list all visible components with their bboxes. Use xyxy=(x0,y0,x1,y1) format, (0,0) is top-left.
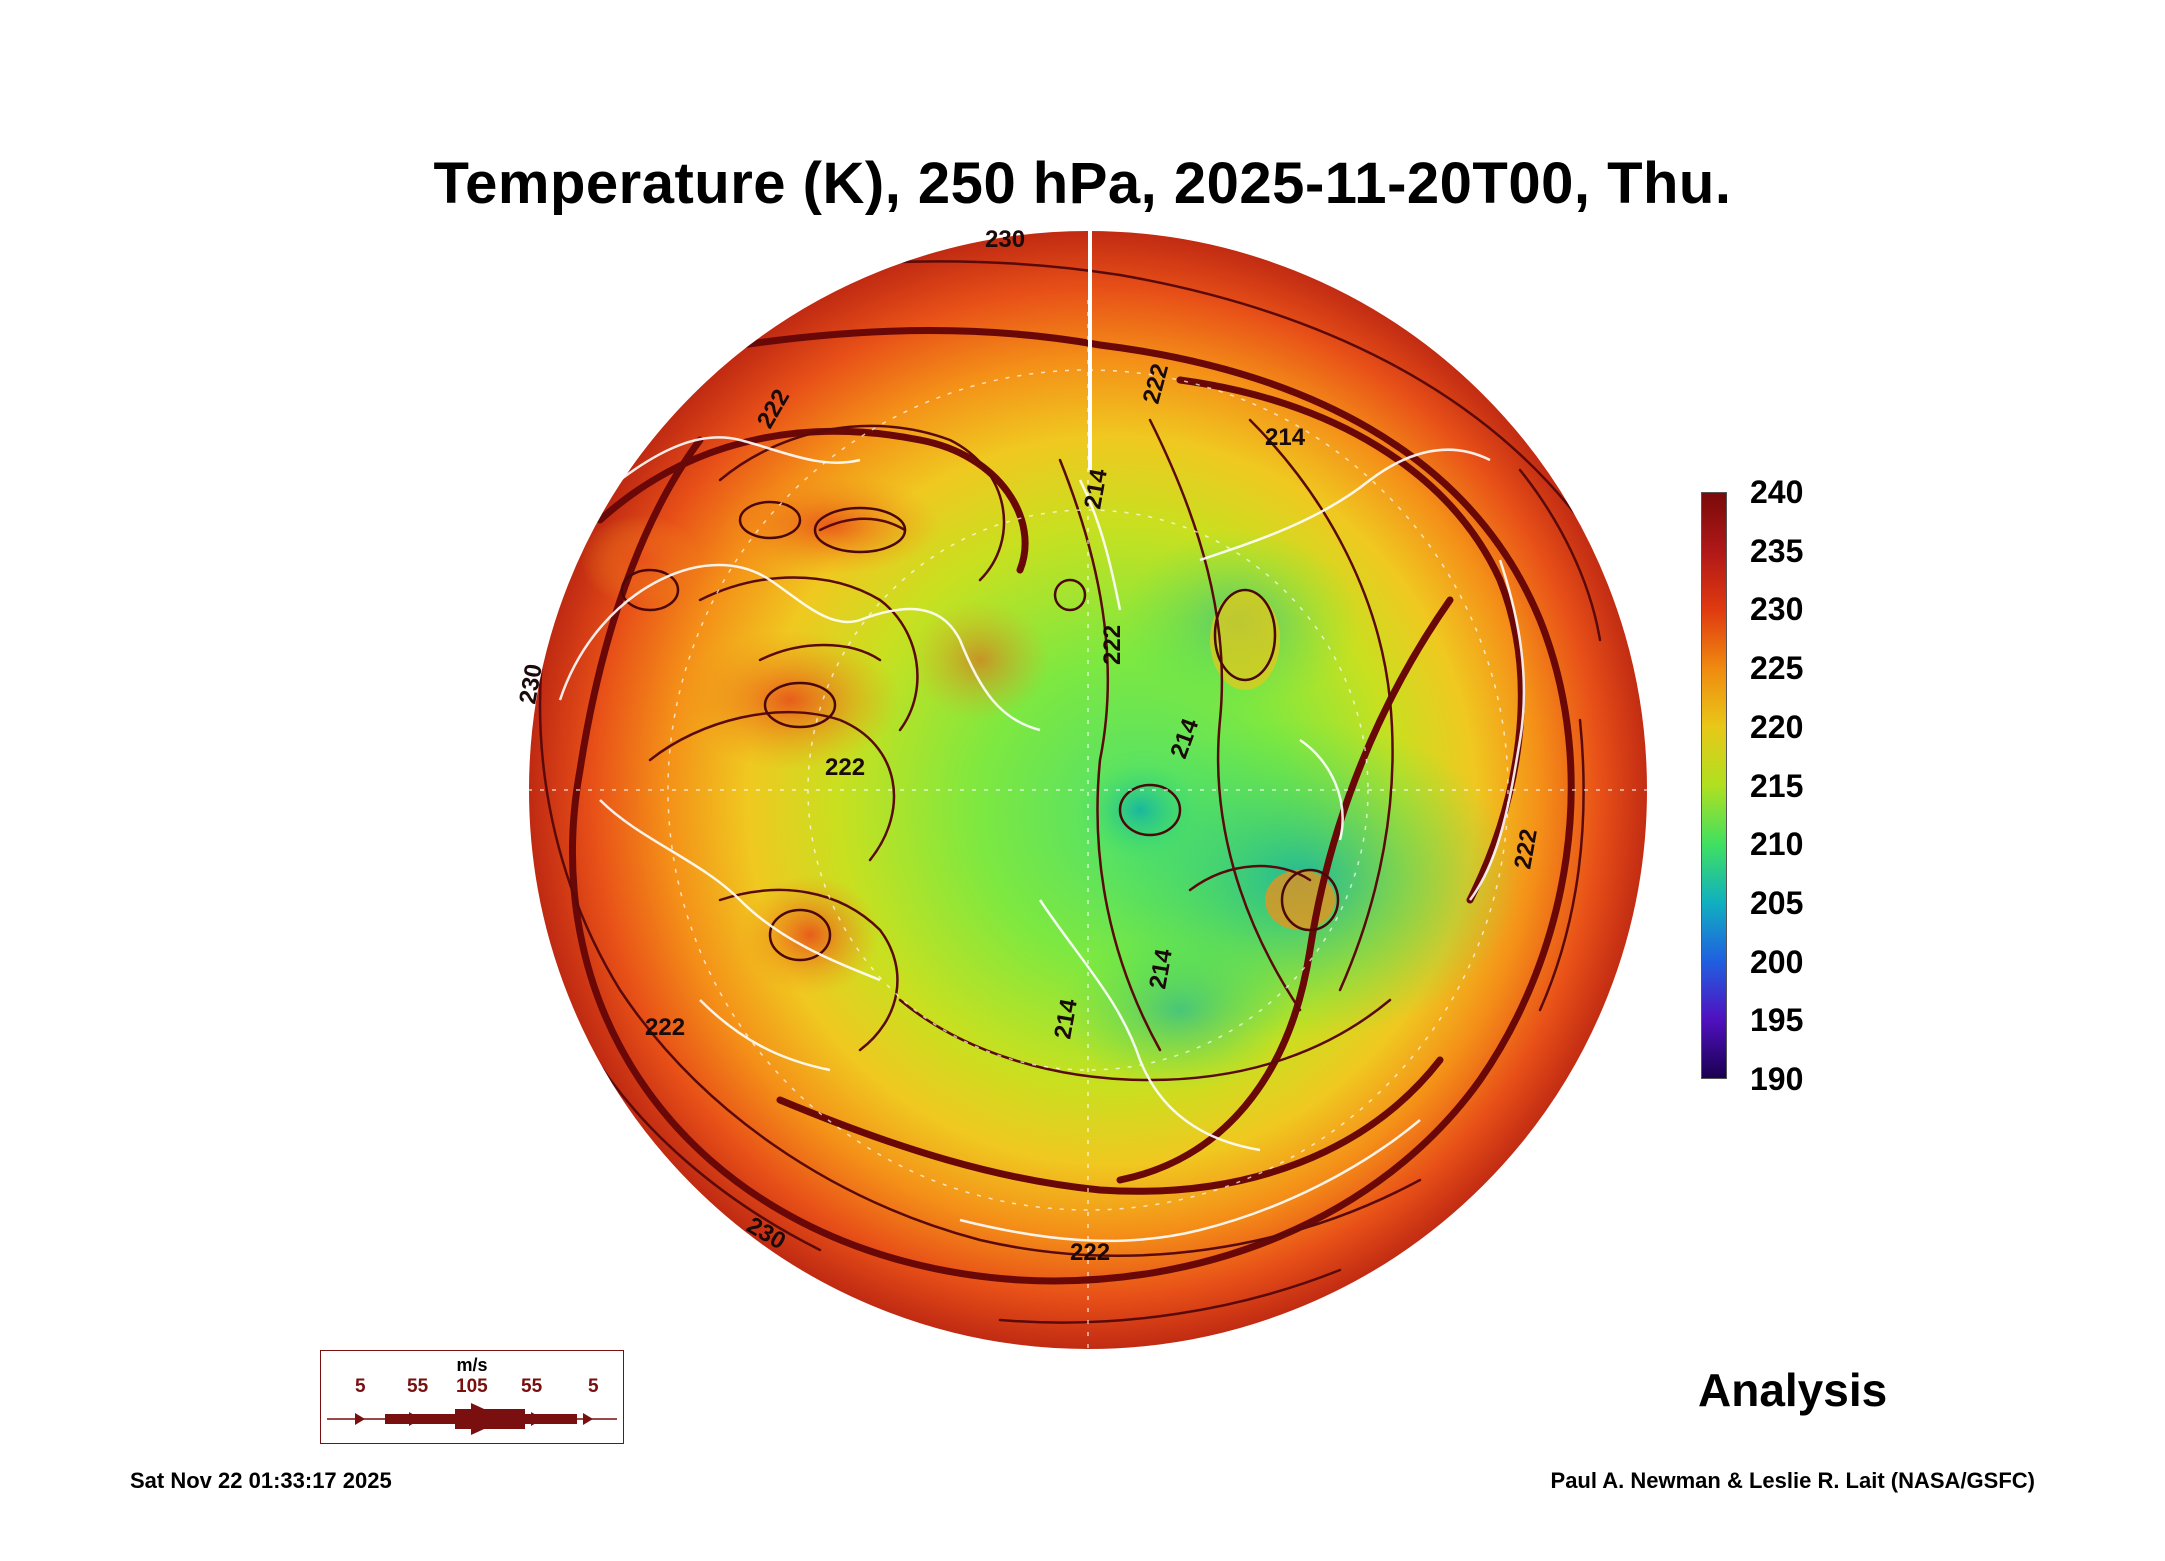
wind-legend-value: 105 xyxy=(456,1376,488,1397)
wind-legend-value: 5 xyxy=(355,1376,366,1397)
wind-legend-value: 55 xyxy=(407,1376,429,1397)
wind-legend-arrow xyxy=(327,1403,617,1435)
credit-line: Paul A. Newman & Leslie R. Lait (NASA/GS… xyxy=(1550,1468,2035,1493)
colorbar-tick-label: 215 xyxy=(1750,768,1804,804)
colorbar-tick-label: 240 xyxy=(1750,474,1804,510)
temperature-field xyxy=(528,230,1648,1350)
colorbar xyxy=(1701,492,1727,1079)
streamlines xyxy=(538,260,1602,1324)
colorbar-tick-label: 210 xyxy=(1750,826,1804,862)
graticule xyxy=(528,300,1648,1350)
map-border xyxy=(527,229,1649,1351)
colorbar-tick-label: 200 xyxy=(1750,944,1804,980)
colorbar-tick-label: 235 xyxy=(1750,533,1804,569)
wind-legend-value: 5 xyxy=(588,1376,599,1397)
colorbar-tick-label: 230 xyxy=(1750,591,1804,627)
colorbar-tick-label: 205 xyxy=(1750,885,1804,921)
analysis-label: Analysis xyxy=(1698,1364,1888,1416)
timestamp: Sat Nov 22 01:33:17 2025 xyxy=(130,1468,392,1493)
colorbar-tick-label: 225 xyxy=(1750,650,1804,686)
wind-speed-legend: m/s 5 55 105 55 5 xyxy=(320,1350,624,1444)
map-title: Temperature (K), 250 hPa, 2025-11-20T00,… xyxy=(433,151,1732,216)
contour-label: 222 xyxy=(825,754,865,781)
colorbar-tick-label: 195 xyxy=(1750,1002,1804,1038)
closed-contours xyxy=(620,500,1340,962)
colorbar-tick-label: 220 xyxy=(1750,709,1804,745)
colorbar-tick-label: 190 xyxy=(1750,1061,1804,1097)
contour-label: 222 xyxy=(1070,1239,1110,1266)
contour-label: 222 xyxy=(1099,625,1126,665)
contour-label: 214 xyxy=(1265,424,1306,451)
wind-unit-label: m/s xyxy=(456,1355,488,1375)
jet-streamlines xyxy=(569,327,1575,1285)
contour-label: 222 xyxy=(645,1014,685,1041)
wind-legend-value: 55 xyxy=(521,1376,543,1397)
contour-label: 230 xyxy=(985,226,1025,253)
coastlines xyxy=(558,436,1526,1243)
